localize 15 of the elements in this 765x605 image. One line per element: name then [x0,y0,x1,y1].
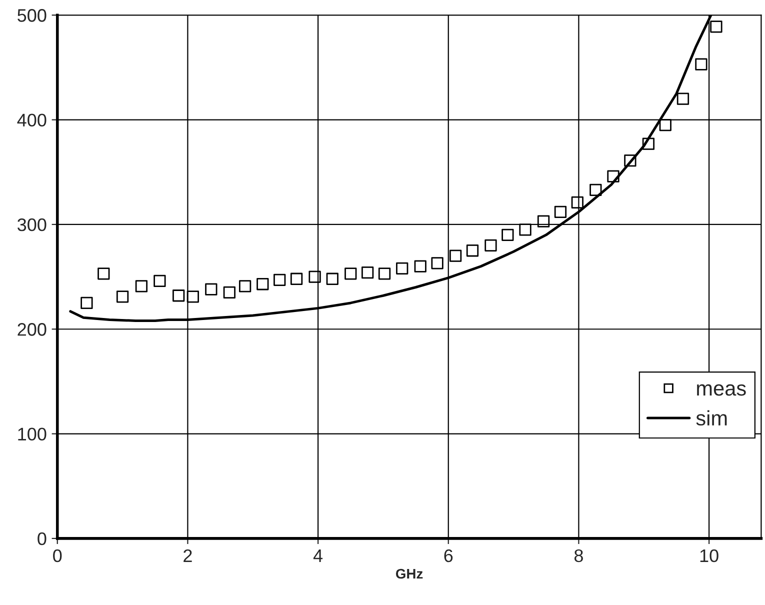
y-tick-label: 0 [38,532,46,546]
x-tick-label: 8 [574,549,583,562]
x-tick-label: 2 [184,549,192,562]
x-tick-label: 4 [313,550,323,562]
x-tick-label: 6 [444,549,453,562]
x-tick-label: 0 [53,549,62,562]
y-tick-label: 200 [18,323,46,336]
x-tick-label: 10 [700,549,718,562]
legend-label: meas [697,384,746,396]
y-tick-label: 100 [18,428,46,441]
legend-label: sim [696,410,727,426]
y-tick-label: 500 [18,9,46,22]
y-tick-label: 300 [18,218,46,232]
y-tick-label: 400 [17,114,46,127]
x-axis-title: GHz [396,568,423,579]
